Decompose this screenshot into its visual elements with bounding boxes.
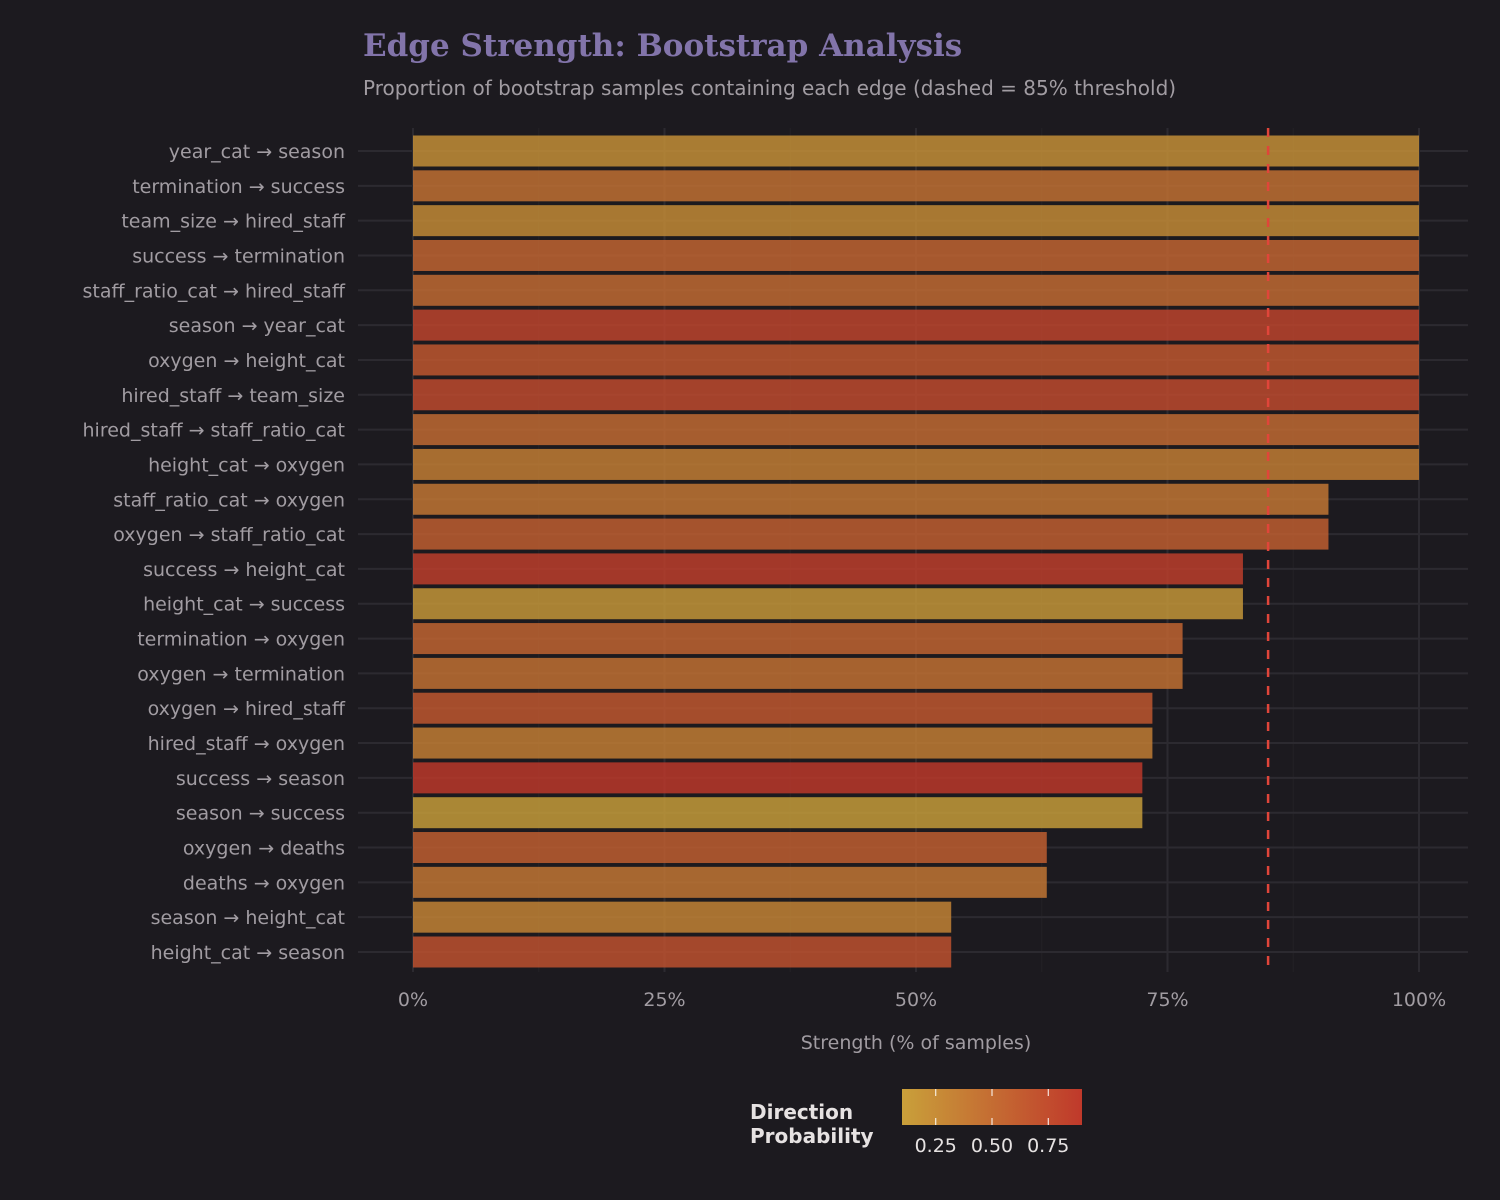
bar — [413, 623, 1183, 655]
bar — [413, 797, 1143, 829]
y-tick-label: season → success — [176, 803, 345, 825]
y-tick-label: season → height_cat — [151, 907, 345, 929]
y-tick-label: success → height_cat — [143, 559, 345, 581]
bar — [413, 239, 1419, 271]
y-tick-label: hired_staff → team_size — [121, 385, 345, 407]
bar — [413, 692, 1153, 724]
y-tick-label: season → year_cat — [169, 315, 345, 337]
y-tick-label: oxygen → staff_ratio_cat — [113, 524, 345, 546]
y-tick-label: height_cat → season — [151, 942, 345, 964]
bar — [413, 205, 1419, 237]
bar — [413, 379, 1419, 411]
y-tick-label: staff_ratio_cat → hired_staff — [83, 280, 346, 302]
chart-title: Edge Strength: Bootstrap Analysis — [363, 28, 963, 64]
bar — [413, 832, 1047, 864]
bar — [413, 448, 1419, 480]
bar — [413, 727, 1153, 759]
x-tick-label: 50% — [895, 989, 937, 1011]
y-tick-label: staff_ratio_cat → oxygen — [113, 489, 345, 511]
bar — [413, 135, 1419, 167]
x-tick-label: 75% — [1146, 989, 1188, 1011]
legend-tick-label: 0.50 — [971, 1135, 1013, 1157]
y-tick-label: oxygen → termination — [137, 663, 345, 685]
x-tick-label: 25% — [643, 989, 685, 1011]
bar — [413, 936, 952, 968]
legend-tick-label: 0.25 — [915, 1135, 957, 1157]
legend-title: Direction Probability — [750, 1100, 874, 1148]
y-tick-label: hired_staff → staff_ratio_cat — [83, 420, 345, 442]
bar — [413, 170, 1419, 202]
bar — [413, 553, 1243, 585]
y-tick-label: height_cat → success — [143, 594, 345, 616]
x-tick-label: 0% — [398, 989, 428, 1011]
bar — [413, 588, 1243, 620]
y-tick-label: success → season — [176, 768, 345, 790]
y-tick-label: success → termination — [132, 245, 345, 267]
y-tick-label: height_cat → oxygen — [148, 454, 345, 476]
bar — [413, 866, 1047, 898]
y-tick-label: team_size → hired_staff — [121, 211, 346, 233]
y-tick-label: termination → oxygen — [137, 629, 345, 651]
bar — [413, 657, 1183, 689]
y-tick-label: oxygen → deaths — [183, 838, 345, 860]
y-tick-label: hired_staff → oxygen — [148, 733, 345, 755]
y-tick-label: termination → success — [132, 176, 345, 198]
bar — [413, 414, 1419, 446]
y-tick-label: deaths → oxygen — [183, 872, 345, 894]
legend-tick-label: 0.75 — [1027, 1135, 1069, 1157]
y-tick-label: oxygen → hired_staff — [148, 698, 346, 720]
y-tick-label: year_cat → season — [169, 141, 345, 163]
bar — [413, 309, 1419, 341]
x-tick-label: 100% — [1392, 989, 1446, 1011]
bar — [413, 483, 1329, 515]
bar — [413, 901, 952, 933]
y-tick-label: oxygen → height_cat — [148, 350, 345, 372]
chart-subtitle: Proportion of bootstrap samples containi… — [363, 76, 1177, 100]
bar — [413, 344, 1419, 376]
x-axis-title: Strength (% of samples) — [801, 1032, 1031, 1054]
bar — [413, 274, 1419, 306]
bar — [413, 762, 1143, 794]
bar — [413, 518, 1329, 550]
